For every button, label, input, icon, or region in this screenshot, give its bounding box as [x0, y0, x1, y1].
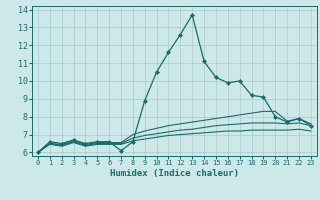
- X-axis label: Humidex (Indice chaleur): Humidex (Indice chaleur): [110, 169, 239, 178]
